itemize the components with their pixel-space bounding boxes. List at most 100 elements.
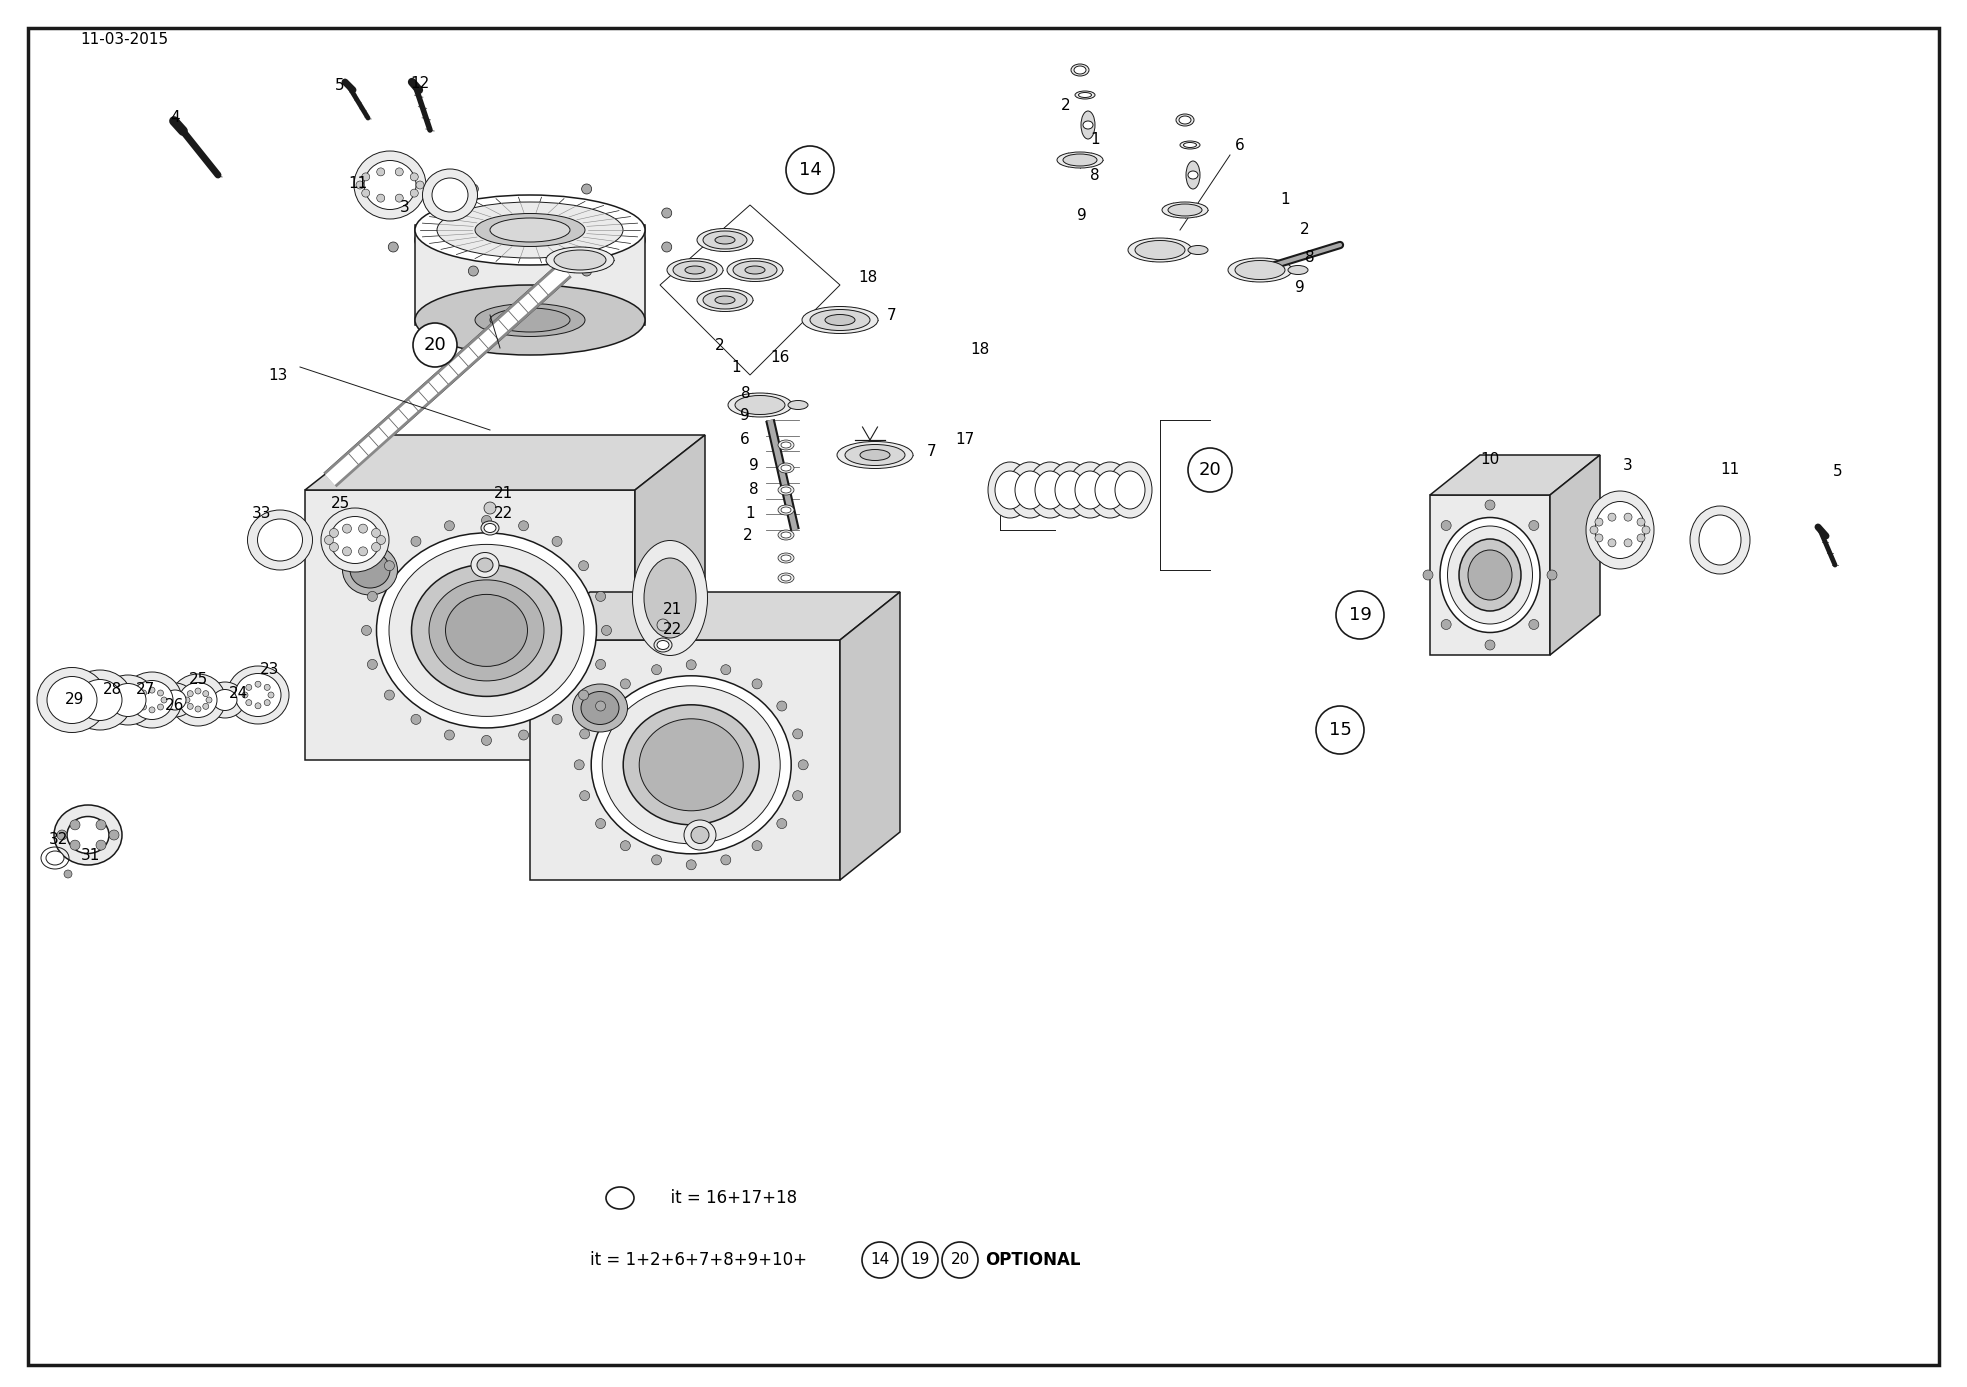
Ellipse shape bbox=[995, 472, 1025, 509]
Circle shape bbox=[264, 699, 269, 706]
Ellipse shape bbox=[437, 203, 624, 258]
Polygon shape bbox=[1550, 455, 1599, 655]
Ellipse shape bbox=[702, 232, 747, 250]
Ellipse shape bbox=[490, 218, 570, 241]
Circle shape bbox=[580, 730, 590, 739]
Circle shape bbox=[1528, 520, 1538, 530]
Circle shape bbox=[140, 689, 146, 696]
Circle shape bbox=[140, 705, 146, 710]
Text: 8: 8 bbox=[1090, 168, 1100, 183]
Text: 21: 21 bbox=[663, 602, 683, 617]
Text: 14: 14 bbox=[799, 161, 822, 179]
Ellipse shape bbox=[696, 288, 753, 312]
Ellipse shape bbox=[781, 555, 791, 560]
Ellipse shape bbox=[702, 291, 747, 309]
Circle shape bbox=[657, 619, 669, 631]
Text: 3: 3 bbox=[399, 201, 409, 215]
Ellipse shape bbox=[321, 508, 389, 571]
Polygon shape bbox=[840, 592, 901, 879]
Ellipse shape bbox=[1084, 121, 1094, 129]
Ellipse shape bbox=[1235, 261, 1284, 280]
Text: 28: 28 bbox=[102, 682, 122, 698]
Text: 13: 13 bbox=[268, 368, 287, 383]
Circle shape bbox=[720, 664, 732, 674]
Text: 1: 1 bbox=[1281, 193, 1290, 208]
Text: 29: 29 bbox=[65, 692, 85, 707]
Text: 19: 19 bbox=[911, 1252, 930, 1268]
Circle shape bbox=[368, 591, 378, 602]
Circle shape bbox=[468, 266, 478, 276]
Polygon shape bbox=[1430, 455, 1599, 495]
Circle shape bbox=[1625, 513, 1633, 522]
Circle shape bbox=[372, 528, 380, 538]
Ellipse shape bbox=[781, 533, 791, 538]
Ellipse shape bbox=[389, 545, 584, 717]
Ellipse shape bbox=[714, 295, 736, 304]
Circle shape bbox=[1595, 534, 1603, 542]
Ellipse shape bbox=[572, 684, 627, 732]
Ellipse shape bbox=[781, 487, 791, 492]
Circle shape bbox=[242, 692, 248, 698]
Ellipse shape bbox=[860, 449, 889, 460]
Circle shape bbox=[1546, 570, 1558, 580]
Polygon shape bbox=[635, 436, 704, 760]
Ellipse shape bbox=[470, 552, 500, 577]
Ellipse shape bbox=[657, 641, 669, 649]
Circle shape bbox=[651, 854, 661, 865]
Circle shape bbox=[161, 698, 167, 703]
Ellipse shape bbox=[781, 442, 791, 448]
Ellipse shape bbox=[1107, 462, 1153, 517]
Ellipse shape bbox=[1595, 502, 1644, 559]
Ellipse shape bbox=[1467, 551, 1513, 601]
Ellipse shape bbox=[1082, 111, 1096, 139]
Ellipse shape bbox=[45, 852, 65, 865]
Ellipse shape bbox=[1115, 472, 1145, 509]
Circle shape bbox=[356, 180, 364, 189]
Ellipse shape bbox=[779, 553, 795, 563]
Ellipse shape bbox=[1074, 67, 1086, 74]
Ellipse shape bbox=[354, 151, 427, 219]
Ellipse shape bbox=[1076, 92, 1096, 98]
Circle shape bbox=[1422, 570, 1434, 580]
Ellipse shape bbox=[415, 205, 645, 275]
Ellipse shape bbox=[810, 309, 869, 330]
Ellipse shape bbox=[734, 261, 777, 279]
Circle shape bbox=[203, 703, 209, 709]
Ellipse shape bbox=[1007, 462, 1052, 517]
Ellipse shape bbox=[1054, 472, 1086, 509]
Ellipse shape bbox=[728, 393, 793, 417]
Ellipse shape bbox=[1088, 462, 1131, 517]
Ellipse shape bbox=[234, 674, 281, 717]
Circle shape bbox=[468, 184, 478, 194]
Circle shape bbox=[942, 1241, 978, 1277]
Circle shape bbox=[411, 714, 421, 724]
Ellipse shape bbox=[67, 817, 108, 853]
Ellipse shape bbox=[226, 666, 289, 724]
Ellipse shape bbox=[824, 315, 856, 326]
Ellipse shape bbox=[781, 508, 791, 513]
Circle shape bbox=[751, 678, 761, 689]
Circle shape bbox=[777, 818, 787, 828]
Circle shape bbox=[519, 520, 529, 531]
Text: 14: 14 bbox=[869, 1252, 889, 1268]
Text: 31: 31 bbox=[81, 847, 100, 863]
Ellipse shape bbox=[205, 682, 246, 718]
Ellipse shape bbox=[53, 804, 122, 865]
Ellipse shape bbox=[67, 670, 132, 730]
Circle shape bbox=[157, 689, 163, 696]
Ellipse shape bbox=[1048, 462, 1092, 517]
Ellipse shape bbox=[781, 576, 791, 581]
Ellipse shape bbox=[100, 675, 155, 725]
Ellipse shape bbox=[547, 247, 614, 273]
Circle shape bbox=[195, 688, 201, 694]
Ellipse shape bbox=[1168, 204, 1202, 216]
Ellipse shape bbox=[745, 266, 765, 275]
Text: 7: 7 bbox=[887, 308, 897, 323]
Ellipse shape bbox=[779, 530, 795, 540]
Ellipse shape bbox=[1690, 506, 1751, 574]
Circle shape bbox=[411, 173, 419, 180]
Ellipse shape bbox=[350, 552, 389, 588]
Ellipse shape bbox=[987, 462, 1033, 517]
Circle shape bbox=[787, 146, 834, 194]
Circle shape bbox=[651, 664, 661, 674]
